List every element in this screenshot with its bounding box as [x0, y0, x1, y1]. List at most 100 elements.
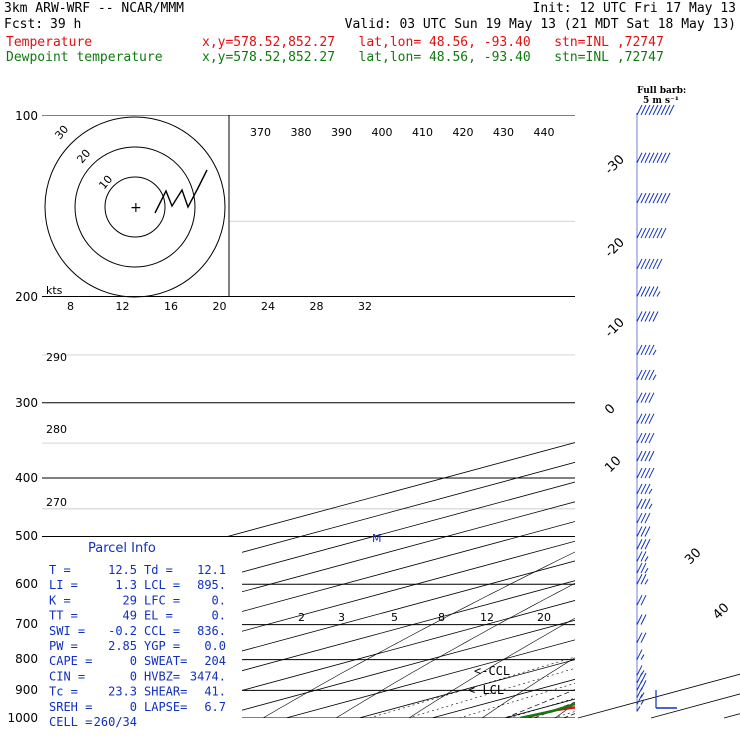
wind-barb-full	[640, 526, 647, 537]
parcel-value: 0.	[212, 593, 226, 607]
legend-dewpoint-location: x,y=578.52,852.27 lat,lon= 48.56, -93.40…	[202, 50, 664, 65]
wind-barb-full	[648, 432, 655, 444]
barb-legend-line1: Full barb:	[637, 86, 686, 96]
mixing-ratio-label: 24	[261, 300, 275, 313]
theta-label: 280	[46, 423, 67, 436]
wind-barb-full	[636, 539, 643, 550]
wind-barb-full	[644, 227, 651, 239]
pressure-label-300: 300	[15, 396, 38, 410]
wind-barb-full	[664, 104, 671, 116]
parcel-key: SREH =	[49, 700, 92, 714]
parcel-value: 23.3	[108, 685, 137, 699]
wind-barb-full	[640, 614, 647, 625]
wind-barb-full	[644, 192, 651, 204]
dry-adiabat	[408, 617, 575, 718]
pressure-label-600: 600	[15, 577, 38, 591]
wind-barb-full	[648, 392, 655, 403]
legend-temperature-location: x,y=578.52,852.27 lat,lon= 48.56, -93.40…	[202, 35, 664, 50]
parcel-value: 3474.	[190, 669, 226, 683]
dry-adiabat	[262, 551, 575, 718]
parcel-key: SWI =	[49, 624, 85, 638]
pressure-label-100: 100	[15, 109, 38, 123]
wind-barb-full	[644, 498, 651, 510]
wind-barb-full	[648, 227, 655, 239]
wind-barb-full	[640, 258, 647, 270]
wind-barb-full	[640, 286, 647, 297]
wind-barb-half	[652, 374, 657, 381]
parcel-key: HVBZ=	[144, 669, 180, 683]
parcel-key: CAPE =	[49, 654, 92, 668]
wind-barb-full	[640, 574, 647, 585]
parcel-key: TT =	[49, 609, 78, 623]
mixing-ratio-label: 12	[480, 611, 494, 624]
pressure-label-800: 800	[15, 652, 38, 666]
forecast-label: Fcst:	[4, 17, 44, 32]
parcel-value: 836.	[197, 624, 226, 638]
parcel-value: 12.5	[108, 563, 137, 577]
hodograph-origin: +	[130, 200, 142, 216]
mixing-ratio-label: 32	[358, 300, 372, 313]
hodograph-ring	[74, 146, 196, 268]
parcel-value: 0.	[212, 609, 226, 623]
parcel-key: Tc =	[49, 685, 78, 699]
isotherm-extension	[723, 713, 740, 719]
wind-barb-full	[636, 649, 643, 660]
wind-barb-full	[652, 104, 659, 116]
wind-barb-full	[652, 227, 659, 239]
parcel-key: LAPSE=	[144, 700, 187, 714]
barb-legend-line2: 5 m s⁻¹	[643, 96, 679, 106]
legend-dewpoint: Dewpoint temperature	[6, 50, 163, 65]
wind-barb-full	[652, 258, 659, 270]
wind-barb-full	[664, 152, 671, 163]
wind-barb-full	[636, 694, 643, 705]
wind-barb-full	[636, 680, 643, 691]
pressure-label-1000: 1000	[7, 711, 38, 725]
wind-barb-full	[640, 512, 647, 524]
wind-barb-full	[644, 392, 651, 403]
wind-barb-full	[644, 483, 651, 495]
mixing-ratio-label: 16	[164, 300, 178, 313]
wind-barb-full	[648, 258, 655, 270]
wind-barb-full	[636, 594, 643, 606]
wind-barb-full	[648, 311, 655, 322]
parcel-key: PW =	[49, 639, 78, 653]
wind-barb-full	[656, 258, 663, 270]
wind-barb-full	[636, 467, 643, 479]
parcel-key: Td =	[144, 563, 173, 577]
wind-barb-full	[660, 104, 667, 116]
wind-barb-half	[644, 567, 649, 574]
wind-barb-full	[636, 432, 643, 444]
wind-barb-full	[648, 104, 655, 116]
mixing-ratio-label: 8	[67, 300, 74, 313]
mixing-ratio-label: 2	[298, 611, 305, 624]
wind-barb-full	[660, 152, 667, 163]
parcel-key: LFC =	[144, 593, 180, 607]
isotherm-extension	[577, 673, 740, 719]
parcel-value: 6.7	[204, 700, 226, 714]
parcel-value: 0	[130, 654, 137, 668]
wind-barb-full	[648, 369, 655, 381]
pressure-label-500: 500	[15, 529, 38, 543]
parcel-key: CIN =	[49, 669, 85, 683]
wind-barb-full	[636, 258, 643, 270]
wind-barb-full	[636, 483, 643, 495]
parcel-title: Parcel Info	[88, 541, 156, 556]
wind-barb-half	[644, 578, 649, 585]
wind-barb-full	[636, 450, 643, 462]
parcel-value: 1.3	[115, 578, 137, 592]
valid-time: Valid: 03 UTC Sun 19 May 13 (21 MDT Sat …	[344, 17, 736, 32]
wind-barb-full	[640, 539, 647, 550]
wind-barb-half	[644, 556, 649, 562]
wind-barb-full	[640, 192, 647, 204]
wind-barb-full	[636, 498, 643, 510]
wind-barb-full	[648, 152, 655, 163]
wind-barb-half	[648, 503, 653, 510]
theta-label: 440	[534, 126, 555, 139]
theta-label: 270	[46, 496, 67, 509]
wind-barb-full	[636, 562, 643, 574]
wind-barb-half	[656, 291, 661, 297]
wind-barb-half	[652, 349, 657, 356]
wind-barb-full	[664, 192, 671, 204]
wind-barb-half	[640, 692, 645, 698]
wind-barb-full	[636, 512, 643, 524]
